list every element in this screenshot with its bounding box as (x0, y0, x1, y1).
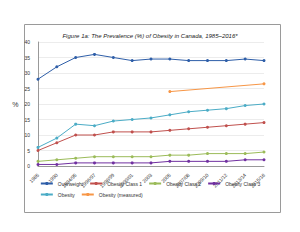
svg-text:Obesity: Obesity (58, 192, 75, 198)
svg-text:1996/97: 1996/97 (79, 171, 97, 189)
svg-text:40: 40 (24, 39, 30, 45)
svg-text:Obesity Class 2: Obesity Class 2 (166, 181, 201, 187)
svg-text:30: 30 (24, 70, 30, 76)
svg-text:20: 20 (24, 101, 30, 107)
svg-text:Obesity (measured): Obesity (measured) (99, 192, 143, 198)
svg-text:Obesity Class 1: Obesity Class 1 (107, 181, 142, 187)
svg-text:35: 35 (24, 55, 30, 61)
svg-text:Figure 1a: The Prevalence (%): Figure 1a: The Prevalence (%) of Obesity… (62, 33, 238, 39)
svg-text:1990: 1990 (46, 171, 59, 184)
svg-text:5: 5 (27, 148, 30, 154)
svg-text:2009/10: 2009/10 (192, 171, 210, 189)
svg-text:2003: 2003 (141, 172, 153, 184)
svg-text:Obesity Class 3: Obesity Class 3 (225, 181, 260, 187)
svg-text:Overweight: Overweight (58, 181, 84, 187)
svg-text:15: 15 (24, 117, 30, 123)
svg-text:%: % (12, 101, 18, 108)
svg-text:2011/12: 2011/12 (211, 171, 229, 189)
svg-text:10: 10 (24, 132, 30, 138)
svg-text:25: 25 (24, 86, 30, 92)
svg-text:0: 0 (27, 163, 30, 169)
svg-text:1985: 1985 (28, 172, 40, 184)
svg-text:2005: 2005 (159, 171, 172, 184)
